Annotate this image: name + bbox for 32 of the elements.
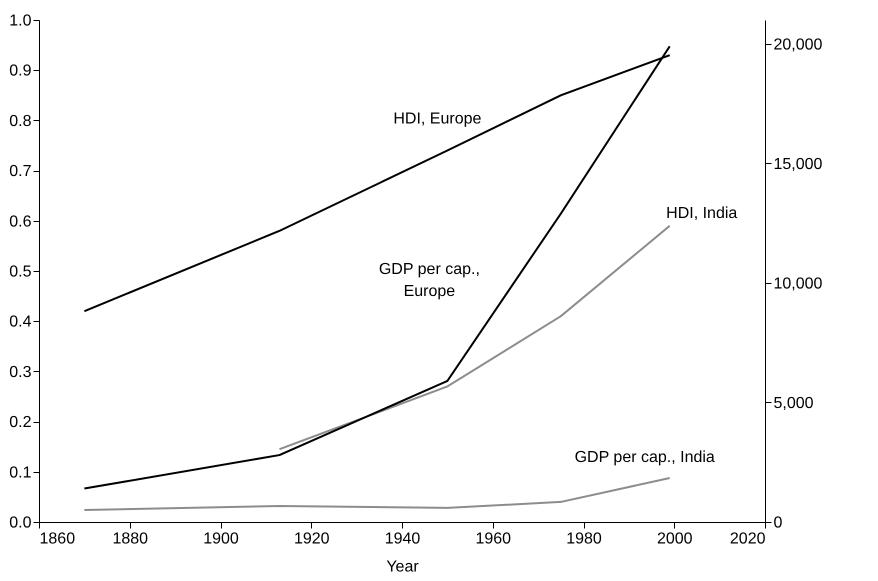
x-tick-label: 1900 bbox=[203, 530, 239, 548]
y2-tick-label: 5,000 bbox=[774, 394, 814, 412]
y-tick-label: 0.6 bbox=[9, 213, 32, 230]
x-tick-label: 2020 bbox=[730, 530, 766, 548]
x-tick-label: 1980 bbox=[566, 530, 602, 548]
y-tick-label: 0.0 bbox=[9, 514, 32, 532]
series-label: GDP per cap., Europe bbox=[378, 260, 480, 300]
series-label: HDI, India bbox=[666, 204, 738, 222]
y2-tick-label: 20,000 bbox=[774, 36, 823, 54]
y2-tick-label: 10,000 bbox=[774, 275, 823, 292]
y-tick-label: 0.1 bbox=[9, 464, 32, 482]
y-tick-label: 0.3 bbox=[9, 364, 32, 381]
y-tick-label: 0.9 bbox=[9, 62, 32, 80]
x-tick-label: 1860 bbox=[40, 530, 76, 548]
y-tick-label: 0.8 bbox=[9, 112, 32, 130]
x-tick-label: 2000 bbox=[656, 530, 693, 548]
y2-tick-label: 0 bbox=[774, 514, 782, 532]
y-tick-label: 0.5 bbox=[9, 264, 32, 280]
line-series bbox=[83, 477, 671, 512]
x-axis-title: Year bbox=[386, 558, 420, 576]
y-tick-label: 0.4 bbox=[9, 314, 32, 331]
line-series bbox=[278, 224, 671, 450]
series-label: GDP per cap., India bbox=[574, 449, 715, 466]
x-tick-label: 1960 bbox=[475, 530, 512, 548]
x-tick-label: 1940 bbox=[384, 530, 420, 548]
x-tick-label: 1880 bbox=[112, 530, 148, 548]
y2-tick-label: 15,000 bbox=[774, 156, 823, 173]
x-tick-label: 1920 bbox=[294, 530, 330, 548]
series-label: HDI, Europe bbox=[393, 110, 482, 128]
y-tick-label: 0.7 bbox=[9, 163, 32, 180]
y-tick-label: 0.2 bbox=[9, 414, 32, 432]
y-tick-label: 1.0 bbox=[9, 12, 32, 30]
